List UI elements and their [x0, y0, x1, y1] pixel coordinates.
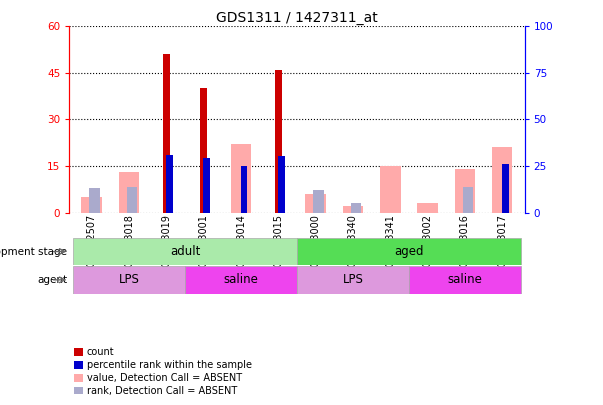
- Text: adult: adult: [170, 245, 200, 258]
- Bar: [89, 188, 100, 213]
- Bar: [119, 172, 139, 213]
- Text: saline: saline: [447, 273, 482, 286]
- Bar: [502, 164, 508, 213]
- Text: saline: saline: [224, 273, 259, 286]
- Bar: [73, 238, 297, 265]
- Bar: [380, 166, 400, 213]
- Bar: [241, 166, 247, 213]
- Bar: [351, 203, 361, 213]
- Bar: [305, 194, 326, 213]
- Text: LPS: LPS: [343, 273, 364, 286]
- Bar: [417, 203, 438, 213]
- Bar: [163, 54, 169, 213]
- Text: aged: aged: [394, 245, 424, 258]
- Text: LPS: LPS: [119, 273, 139, 286]
- Bar: [73, 266, 185, 294]
- Bar: [185, 266, 297, 294]
- Text: agent: agent: [37, 275, 68, 285]
- Bar: [297, 266, 409, 294]
- Legend: count, percentile rank within the sample, value, Detection Call = ABSENT, rank, : count, percentile rank within the sample…: [74, 347, 252, 396]
- Bar: [314, 190, 324, 213]
- Bar: [231, 144, 251, 213]
- Title: GDS1311 / 1427311_at: GDS1311 / 1427311_at: [216, 11, 378, 25]
- Bar: [463, 187, 473, 213]
- Bar: [278, 156, 285, 213]
- Text: development stage: development stage: [0, 247, 68, 256]
- Bar: [492, 147, 513, 213]
- Bar: [409, 266, 521, 294]
- Bar: [297, 238, 521, 265]
- Bar: [200, 88, 207, 213]
- Bar: [166, 155, 172, 213]
- Bar: [455, 169, 475, 213]
- Bar: [343, 207, 363, 213]
- Bar: [275, 70, 282, 213]
- Bar: [203, 158, 210, 213]
- Bar: [127, 187, 137, 213]
- Bar: [81, 197, 102, 213]
